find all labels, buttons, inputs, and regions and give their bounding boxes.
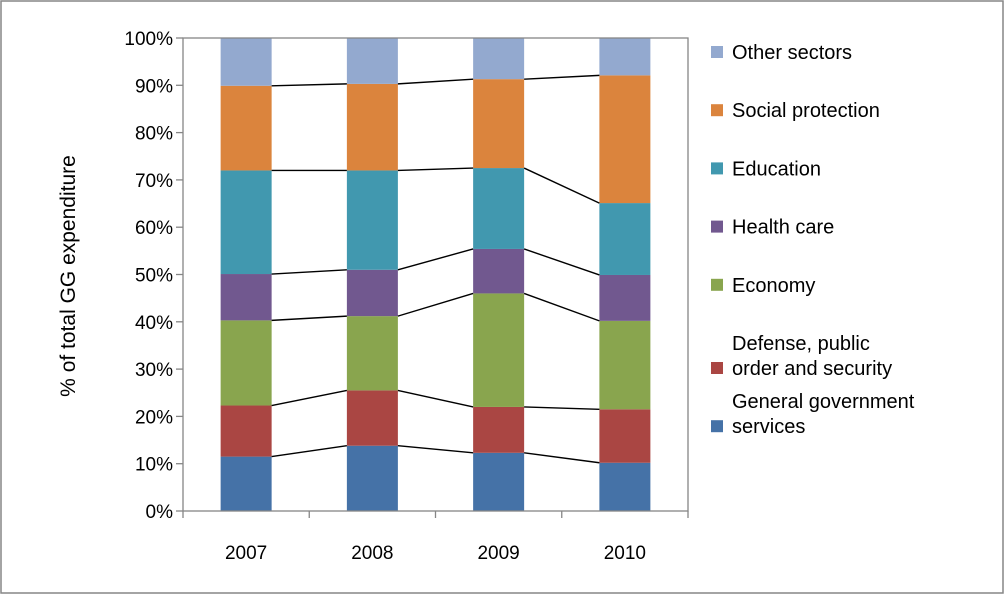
legend-swatch-3 [711, 278, 723, 291]
legend-label: services [732, 416, 805, 438]
legend: Other sectors Social protection Education H… [711, 42, 915, 438]
series-line-2-3 [524, 406, 600, 411]
bar-segment-2007-6 [220, 85, 272, 171]
y-tick-label: 70% [135, 171, 173, 192]
legend-label: Other sectors [732, 42, 852, 64]
bar-segment-2008-2 [346, 390, 398, 446]
x-tick-label-2010: 2010 [604, 543, 646, 564]
bar-segment-2007-3 [220, 320, 272, 406]
bar-segment-2008-5 [346, 170, 398, 270]
bar-segment-2010-2 [599, 409, 651, 463]
bar-segment-2008-4 [346, 269, 398, 317]
bar-segment-2010-6 [599, 75, 651, 204]
series-line-5-3 [523, 167, 600, 204]
bar-segment-2010-3 [599, 320, 651, 410]
bar-segment-2008-3 [346, 316, 398, 391]
legend-label: Economy [732, 275, 815, 297]
bar-segment-2009-2 [473, 406, 525, 453]
bar-segment-2009-4 [473, 248, 525, 294]
bar-segment-2009-7 [473, 38, 525, 80]
series-lines-layer [271, 74, 600, 464]
series-line-2-1 [271, 389, 348, 407]
y-tick-label: 90% [135, 76, 173, 97]
y-axis-title: % of total GG expenditure [57, 155, 80, 397]
series-line-5-2 [397, 167, 474, 172]
bar-segment-2007-1 [220, 456, 272, 511]
series-line-1-1 [271, 445, 347, 458]
y-tick-label: 80% [135, 124, 173, 145]
bar-segment-2008-1 [346, 445, 398, 511]
x-tick-label-2008: 2008 [351, 543, 393, 564]
legend-swatch-6 [711, 104, 723, 117]
legend-swatch-5 [711, 162, 723, 175]
series-line-6-2 [397, 78, 474, 85]
axes-layer: 0% 10% 20% 30% 40% 50% 60% 70% 80% 90% 100% 2007 200… [124, 29, 689, 564]
bars-layer [220, 38, 651, 511]
bar-segment-2009-6 [473, 79, 525, 169]
legend-label: Defense, public [732, 333, 870, 355]
bar-segment-2010-1 [599, 462, 651, 511]
y-tick-label: 60% [135, 218, 173, 239]
y-tick-label: 30% [135, 360, 173, 381]
bar-segment-2009-1 [473, 452, 525, 511]
bar-segment-2007-4 [220, 274, 272, 321]
legend-label: order and security [732, 358, 892, 380]
bar-segment-2007-2 [220, 405, 272, 457]
legend-label: Education [732, 158, 821, 180]
bar-segment-2010-7 [599, 38, 651, 76]
bar-segment-2009-5 [473, 168, 525, 249]
legend-swatch-1 [711, 420, 723, 433]
y-tick-label: 40% [135, 313, 173, 334]
series-line-4-2 [397, 248, 474, 271]
series-line-3-2 [397, 292, 474, 317]
bar-segment-2007-7 [220, 38, 272, 86]
series-line-6-3 [524, 74, 600, 80]
series-line-2-2 [397, 389, 474, 408]
series-line-3-3 [523, 292, 600, 322]
bar-segment-2010-5 [599, 203, 651, 275]
legend-label: Social protection [732, 100, 880, 122]
series-line-1-3 [524, 452, 600, 464]
bar-segment-2008-7 [346, 38, 398, 84]
x-tick-label-2009: 2009 [477, 543, 519, 564]
series-line-1-2 [397, 445, 474, 454]
legend-swatch-4 [711, 220, 723, 233]
y-tick-label: 0% [146, 502, 174, 523]
legend-swatch-2 [711, 362, 723, 374]
bar-segment-2009-3 [473, 293, 525, 407]
legend-label: General government [732, 391, 915, 413]
series-line-6-1 [271, 83, 347, 87]
series-line-4-3 [523, 248, 600, 276]
bar-segment-2010-4 [599, 274, 651, 321]
y-tick-label: 50% [135, 266, 173, 287]
bar-segment-2008-6 [346, 83, 398, 171]
legend-swatch-7 [711, 46, 723, 58]
legend-label: Health care [732, 217, 834, 239]
bar-segment-2007-5 [220, 170, 272, 275]
y-tick-label: 20% [135, 407, 173, 428]
series-line-3-1 [271, 315, 347, 322]
y-tick-label: 100% [124, 29, 173, 50]
series-line-4-1 [271, 269, 347, 275]
x-tick-label-2007: 2007 [225, 543, 267, 564]
y-tick-label: 10% [135, 455, 173, 476]
